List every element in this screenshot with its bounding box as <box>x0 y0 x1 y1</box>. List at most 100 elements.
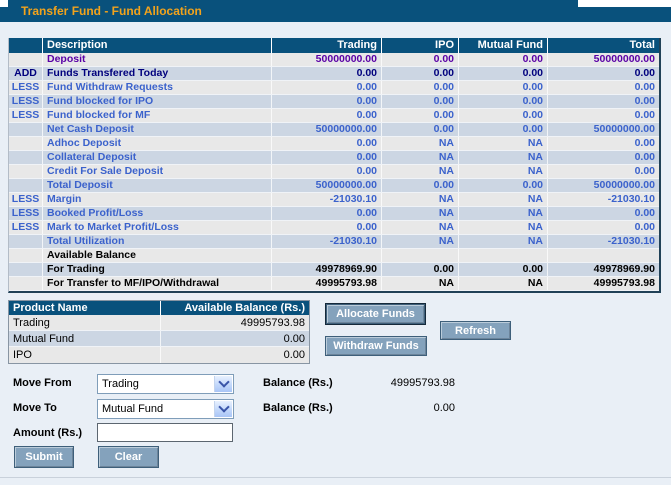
cell-prefix <box>9 179 43 192</box>
cell-ipo: NA <box>382 235 459 248</box>
cell-mutual_fund: NA <box>459 207 548 220</box>
cell-ipo: 0.00 <box>382 123 459 136</box>
cell-mutual_fund: 0.00 <box>459 109 548 122</box>
cell-total: 50000000.00 <box>593 53 655 65</box>
cell-description: Funds Transfered Today <box>43 67 272 80</box>
header-trading: Trading <box>272 38 382 53</box>
cell-total: 50000000.00 <box>593 123 655 135</box>
withdraw-funds-button[interactable]: Withdraw Funds <box>325 336 427 356</box>
header-product-name: Product Name <box>9 301 161 315</box>
cell-trading: -21030.10 <box>272 235 382 248</box>
cell-ipo: 0.00 <box>382 67 459 80</box>
cell-ipo: 0.00 <box>382 81 459 94</box>
cell-mutual_fund: 0.00 <box>459 263 548 276</box>
product-row: Trading 49995793.98 <box>9 315 309 331</box>
cell-prefix <box>9 151 43 164</box>
chevron-down-icon <box>214 376 232 392</box>
cell-trading: 50000000.00 <box>272 53 382 66</box>
cell-mutual_fund: 0.00 <box>459 179 548 192</box>
cell-trading: 0.00 <box>272 151 382 164</box>
from-balance-label: Balance (Rs.) <box>263 377 333 389</box>
cell-prefix <box>9 137 43 150</box>
product-row: IPO 0.00 <box>9 347 309 363</box>
move-to-select[interactable]: Mutual Fund <box>97 399 234 419</box>
cell-description: Net Cash Deposit <box>43 123 272 136</box>
cell-ipo: NA <box>382 277 459 290</box>
cell-total: 0.00 <box>634 95 655 107</box>
allocation-table-header: Description Trading IPO Mutual Fund Tota… <box>9 38 659 53</box>
move-from-label: Move From <box>13 377 72 389</box>
allocation-row: LESS Booked Profit/Loss 0.00 NA NA 0.00 <box>9 207 659 221</box>
cell-description: Total Utilization <box>43 235 272 248</box>
cell-description: Adhoc Deposit <box>43 137 272 150</box>
cell-mutual_fund: 0.00 <box>459 53 548 66</box>
submit-button[interactable]: Submit <box>14 446 74 468</box>
cell-mutual_fund: NA <box>459 193 548 206</box>
cell-ipo: NA <box>382 137 459 150</box>
move-from-select[interactable]: Trading <box>97 374 234 394</box>
allocation-row: LESS Margin -21030.10 NA NA -21030.10 <box>9 193 659 207</box>
cell-total: -21030.10 <box>607 193 655 205</box>
cell-prefix <box>9 165 43 178</box>
cell-product-name: Mutual Fund <box>9 331 161 346</box>
allocation-row: Net Cash Deposit 50000000.00 0.00 0.00 50000… <box>9 123 659 137</box>
allocation-row: Adhoc Deposit 0.00 NA NA 0.00 <box>9 137 659 151</box>
clear-button[interactable]: Clear <box>98 446 159 468</box>
cell-prefix <box>9 277 43 290</box>
cell-total: 0.00 <box>634 151 655 163</box>
cell-ipo: NA <box>382 151 459 164</box>
cell-prefix <box>9 235 43 248</box>
allocation-rows: Deposit 50000000.00 0.00 0.00 50000000.00 ADD… <box>9 53 659 291</box>
cell-prefix: LESS <box>9 81 43 94</box>
move-to-label: Move To <box>13 402 57 414</box>
cell-description: Mark to Market Profit/Loss <box>43 221 272 234</box>
allocation-row: For Transfer to MF/IPO/Withdrawal 4999579… <box>9 277 659 291</box>
allocate-funds-button[interactable]: Allocate Funds <box>326 304 425 324</box>
allocation-row: LESS Mark to Market Profit/Loss 0.00 NA NA 0.… <box>9 221 659 235</box>
cell-prefix: LESS <box>9 109 43 122</box>
bottom-divider <box>0 477 671 478</box>
chevron-down-icon <box>214 401 232 417</box>
cell-product-name: IPO <box>9 347 161 363</box>
cell-available-balance: 0.00 <box>283 349 305 361</box>
header-mutual-fund: Mutual Fund <box>459 38 548 53</box>
cell-ipo: 0.00 <box>382 53 459 66</box>
header-prefix <box>9 38 43 53</box>
cell-mutual_fund: NA <box>459 165 548 178</box>
cell-description: Total Deposit <box>43 179 272 192</box>
from-balance-value: 49995793.98 <box>390 377 455 389</box>
allocation-row: LESS Fund blocked for IPO 0.00 0.00 0.00 0.00 <box>9 95 659 109</box>
cell-mutual_fund <box>459 249 548 262</box>
cell-ipo <box>382 249 459 262</box>
header-available-balance: Available Balance (Rs.) <box>184 302 305 314</box>
amount-input[interactable] <box>97 423 233 442</box>
cell-ipo: 0.00 <box>382 179 459 192</box>
allocation-row: ADD Funds Transfered Today 0.00 0.00 0.00 0.0… <box>9 67 659 81</box>
cell-mutual_fund: NA <box>459 277 548 290</box>
cell-mutual_fund: NA <box>459 221 548 234</box>
cell-trading: 49995793.98 <box>272 277 382 290</box>
cell-trading: 0.00 <box>272 221 382 234</box>
cell-trading: 50000000.00 <box>272 123 382 136</box>
cell-prefix: LESS <box>9 193 43 206</box>
cell-mutual_fund: 0.00 <box>459 81 548 94</box>
cell-trading: 0.00 <box>272 137 382 150</box>
product-table-header: Product Name Available Balance (Rs.) <box>9 301 309 315</box>
cell-ipo: NA <box>382 193 459 206</box>
cell-available-balance: 49995793.98 <box>240 317 305 329</box>
title-tab: Transfer Fund - Fund Allocation <box>8 0 578 22</box>
cell-mutual_fund: 0.00 <box>459 95 548 108</box>
cell-total: 0.00 <box>634 109 655 121</box>
product-row: Mutual Fund 0.00 <box>9 331 309 347</box>
product-rows: Trading 49995793.98 Mutual Fund 0.00 IPO 0.00 <box>9 315 309 363</box>
refresh-button[interactable]: Refresh <box>440 321 511 340</box>
cell-trading: 0.00 <box>272 109 382 122</box>
cell-total: -21030.10 <box>607 235 655 247</box>
cell-prefix <box>9 263 43 276</box>
page-title: Transfer Fund - Fund Allocation <box>21 4 202 18</box>
cell-trading: 49978969.90 <box>272 263 382 276</box>
cell-prefix: LESS <box>9 207 43 220</box>
cell-description: Deposit <box>43 53 272 66</box>
cell-description: Available Balance <box>43 249 272 262</box>
